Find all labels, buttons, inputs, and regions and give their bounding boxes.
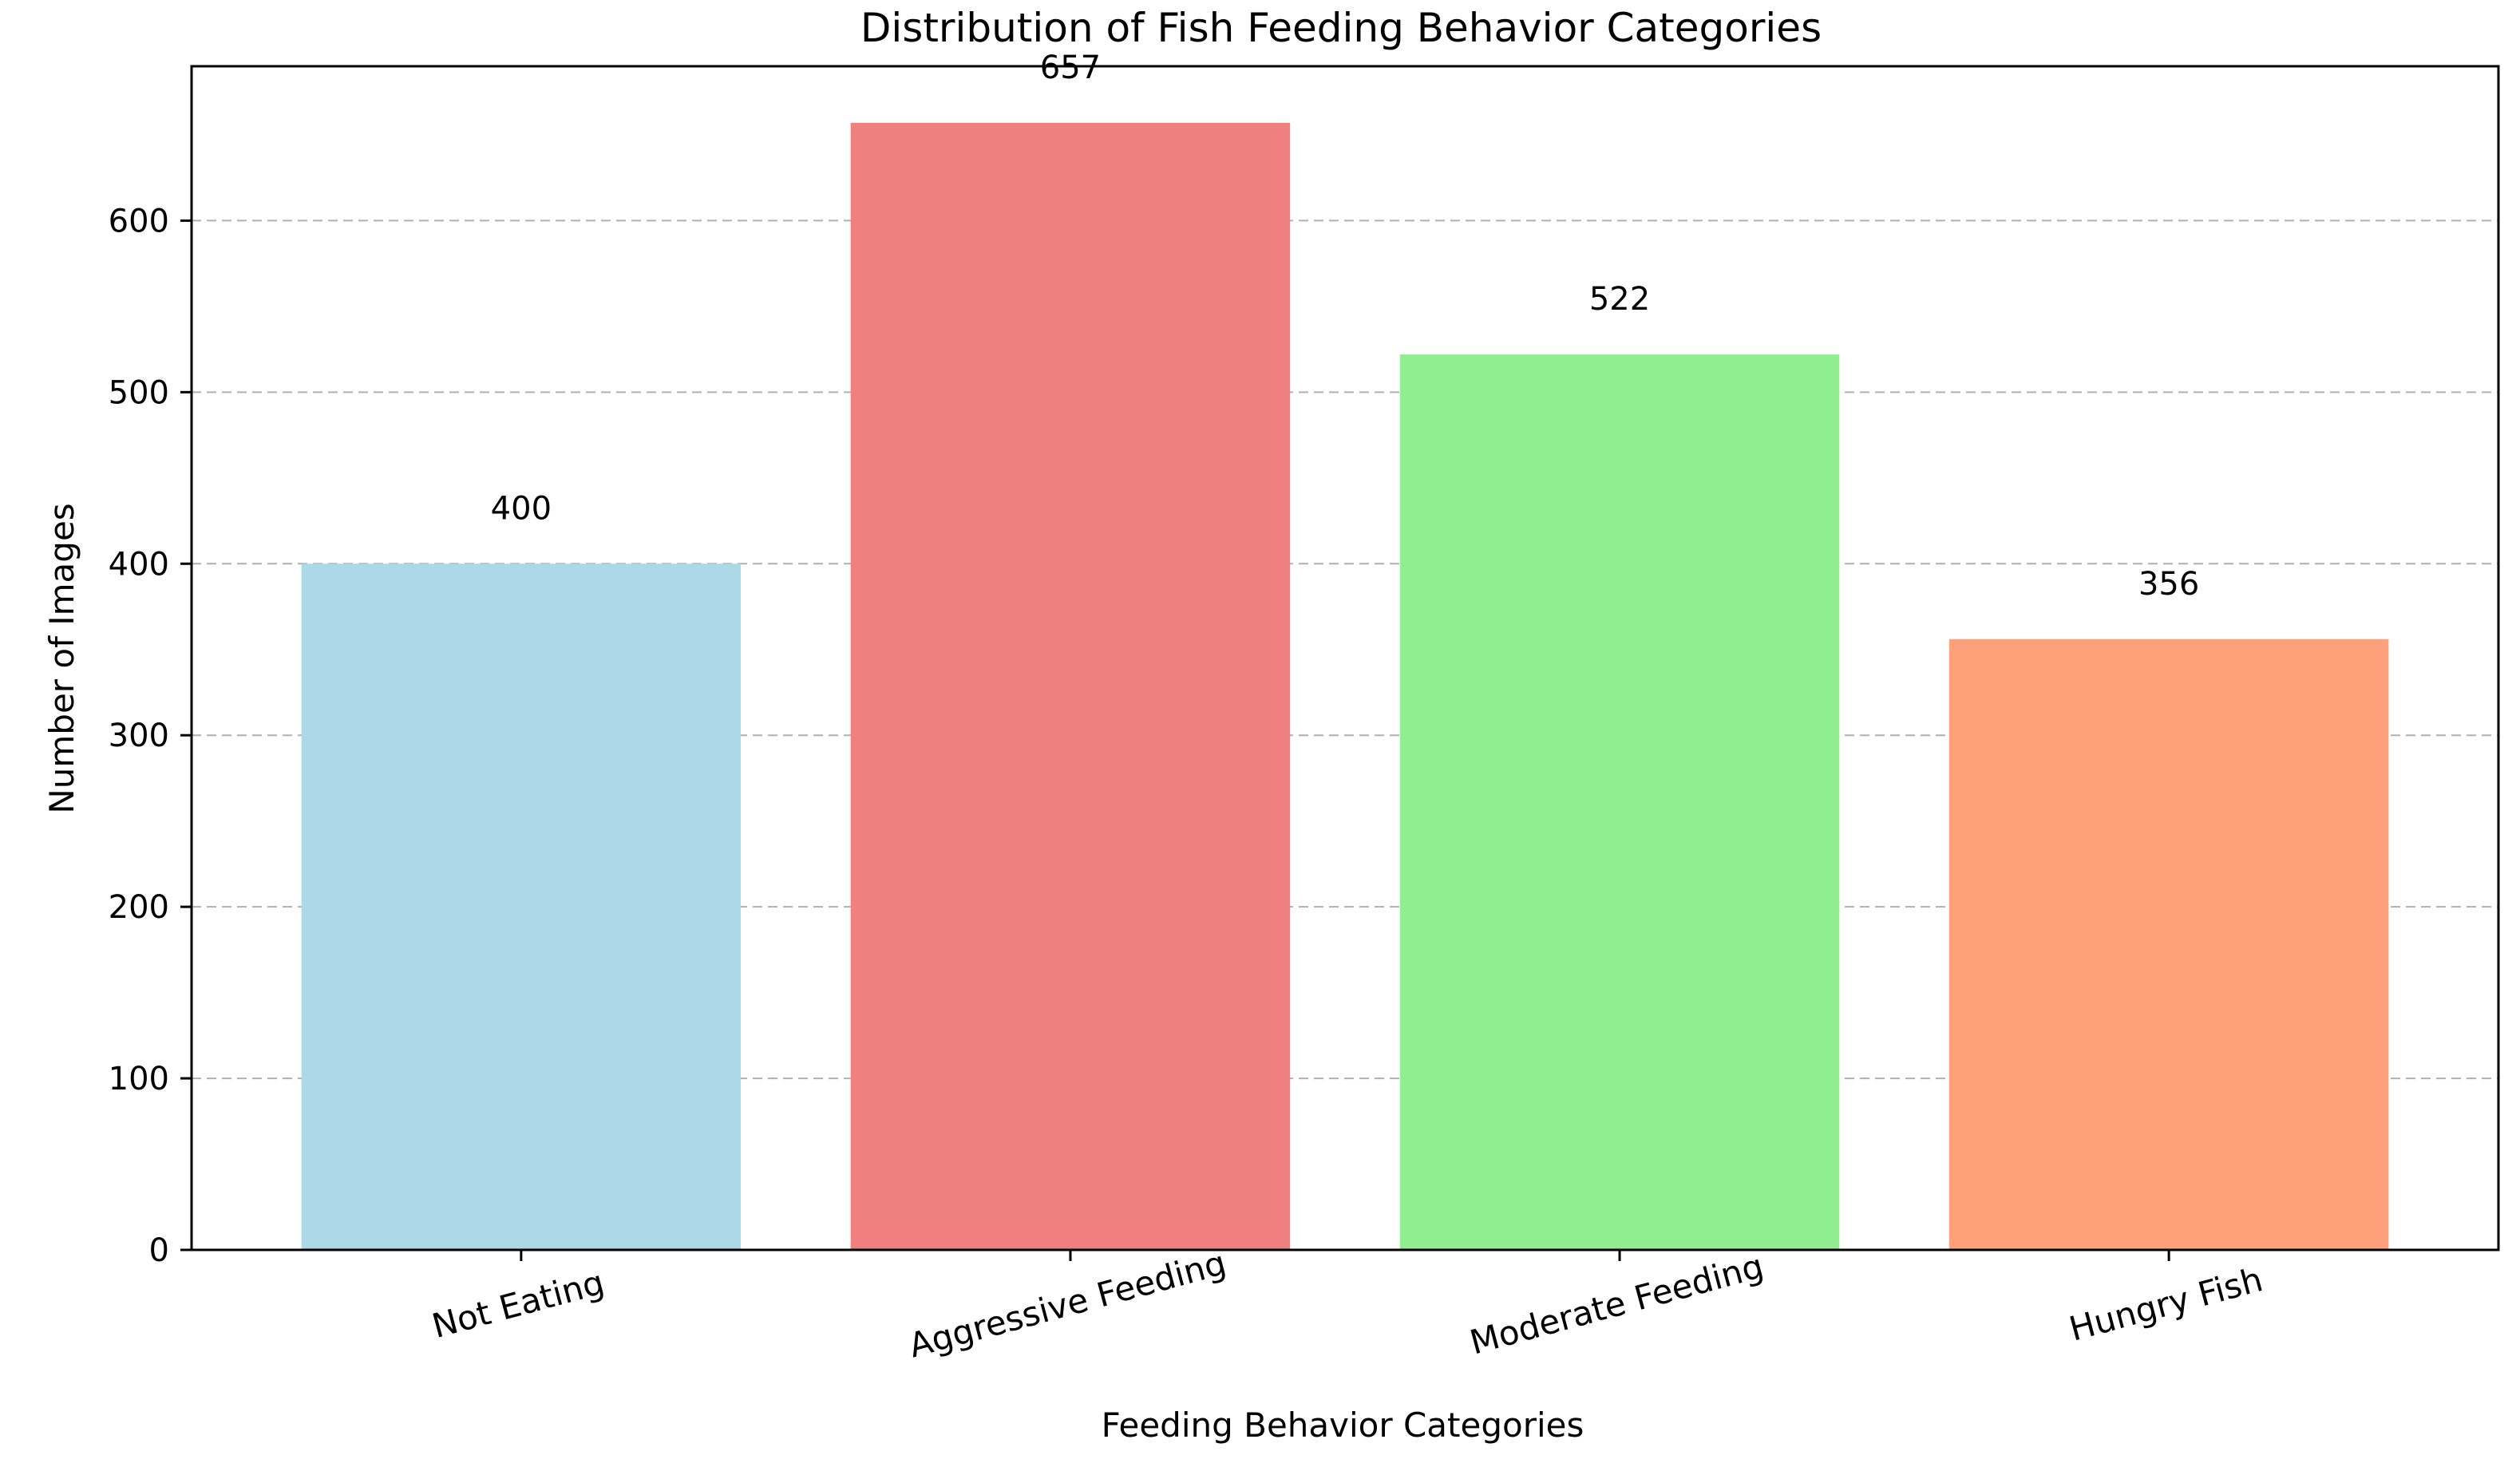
data-label: 400 [491, 490, 552, 527]
y-tick-label: 0 [149, 1232, 169, 1269]
y-tick-label: 100 [109, 1061, 169, 1097]
y-tick-label: 600 [109, 203, 169, 239]
x-tick-label: Aggressive Feeding [904, 1243, 1230, 1365]
data-label: 356 [2138, 566, 2199, 603]
x-axis-title: Feeding Behavior Categories [1102, 1406, 1584, 1445]
bar [301, 563, 742, 1250]
y-tick-label: 500 [109, 374, 169, 411]
y-axis-title: Number of Images [42, 503, 81, 813]
data-label: 522 [1589, 281, 1650, 318]
y-tick-label: 200 [109, 889, 169, 926]
plot-frame [190, 65, 2500, 1251]
data-labels: 400 657 522 356 [491, 49, 2200, 603]
chart-title: Distribution of Fish Feeding Behavior Ca… [860, 5, 1822, 51]
bar [1399, 354, 1840, 1250]
data-label: 657 [1040, 49, 1101, 86]
x-tick-label: Moderate Feeding [1466, 1246, 1767, 1362]
y-axis: 0 100 200 300 400 500 600 [109, 203, 192, 1269]
y-tick-label: 400 [109, 546, 169, 583]
y-tick-label: 300 [109, 718, 169, 754]
x-tick-label: Not Eating [428, 1263, 608, 1346]
x-axis: Not Eating Aggressive Feeding Moderate Fee… [428, 1243, 2266, 1365]
x-tick-label: Hungry Fish [2065, 1259, 2266, 1349]
bar [850, 122, 1291, 1251]
bar [1948, 639, 2389, 1250]
bars [301, 122, 2389, 1251]
